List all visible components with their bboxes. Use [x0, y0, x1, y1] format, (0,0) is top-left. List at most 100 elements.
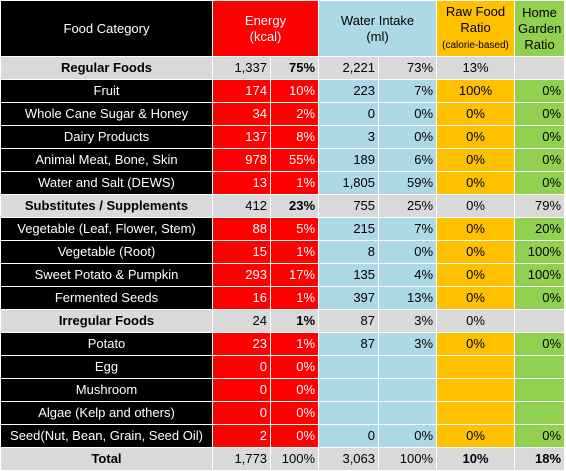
water-pct-cell: 25% [378, 194, 438, 218]
home-garden-ratio-cell: 20% [514, 217, 566, 241]
water-pct-cell: 3% [378, 332, 438, 356]
raw-food-ratio-cell: 0% [436, 194, 516, 218]
energy-kcal-cell: 137 [212, 125, 271, 149]
energy-kcal-cell: 174 [212, 79, 271, 103]
energy-pct-cell: 5% [269, 217, 320, 241]
header-water-unit: (ml) [366, 28, 389, 44]
raw-food-ratio-cell: 0% [436, 217, 516, 241]
header-energy: Energy (kcal) [211, 0, 320, 57]
food-category-cell: Egg [0, 355, 213, 379]
energy-pct-cell: 1% [269, 286, 320, 310]
energy-kcal-cell: 2 [212, 424, 271, 448]
food-category-cell: Regular Foods [0, 56, 213, 80]
raw-food-ratio-cell: 0% [436, 171, 516, 195]
water-pct-cell: 0% [378, 125, 438, 149]
water-ml-cell: 189 [318, 148, 380, 172]
water-pct-cell: 13% [378, 286, 438, 310]
energy-kcal-cell: 0 [212, 355, 271, 379]
water-pct-cell: 0% [378, 102, 438, 126]
energy-kcal-cell: 978 [212, 148, 271, 172]
water-pct-cell: 73% [378, 56, 438, 80]
group-row: Irregular Foods 24 1% 87 3% 0% [0, 309, 566, 333]
total-kcal-pct-cell: 100% [269, 447, 320, 471]
table-row: Water and Salt (DEWS) 13 1% 1,805 59% 0% 0% [0, 171, 566, 195]
water-ml-cell [318, 355, 380, 379]
food-category-cell: Water and Salt (DEWS) [0, 171, 213, 195]
total-row: Total 1,773 100% 3,063 100% 10% 18% [0, 447, 566, 471]
home-garden-ratio-cell: 0% [514, 79, 566, 103]
energy-kcal-cell: 24 [212, 309, 271, 333]
raw-food-ratio-cell: 0% [436, 148, 516, 172]
group-row: Substitutes / Supplements 412 23% 755 25% 0% 7… [0, 194, 566, 218]
total-raw-food-cell: 10% [436, 447, 516, 471]
water-ml-cell: 87 [318, 309, 380, 333]
header-home-garden: Home Garden Ratio [514, 0, 566, 57]
table-row: Whole Cane Sugar & Honey 34 2% 0 0% 0% 0% [0, 102, 566, 126]
water-ml-cell: 135 [318, 263, 380, 287]
header-water: Water Intake (ml) [318, 0, 438, 57]
energy-pct-cell: 75% [269, 56, 320, 80]
water-pct-cell [378, 378, 438, 402]
energy-pct-cell: 1% [269, 171, 320, 195]
energy-pct-cell: 17% [269, 263, 320, 287]
water-pct-cell: 6% [378, 148, 438, 172]
raw-food-ratio-cell [436, 378, 516, 402]
total-label-cell: Total [0, 447, 213, 471]
raw-food-ratio-cell: 0% [436, 102, 516, 126]
energy-pct-cell: 1% [269, 309, 320, 333]
header-row: Food Category Energy (kcal) Water Intake(… [0, 0, 566, 57]
home-garden-ratio-cell: 100% [514, 263, 566, 287]
raw-food-ratio-cell: 0% [436, 263, 516, 287]
water-ml-cell: 223 [318, 79, 380, 103]
total-ml-cell: 3,063 [318, 447, 380, 471]
raw-food-ratio-cell: 0% [436, 240, 516, 264]
energy-kcal-cell: 15 [212, 240, 271, 264]
water-ml-cell: 1,805 [318, 171, 380, 195]
home-garden-ratio-cell: 0% [514, 286, 566, 310]
food-category-cell: Substitutes / Supplements [0, 194, 213, 218]
table-row: Fruit 174 10% 223 7% 100% 0% [0, 79, 566, 103]
total-home-garden-cell: 18% [514, 447, 566, 471]
table-row: Algae (Kelp and others) 0 0% [0, 401, 566, 425]
water-ml-cell: 2,221 [318, 56, 380, 80]
header-raw-food-note: (calorie-based) [442, 39, 509, 51]
food-category-cell: Fermented Seeds [0, 286, 213, 310]
header-food-category: Food Category [0, 0, 213, 57]
header-energy-unit: (kcal) [249, 28, 282, 44]
energy-pct-cell: 8% [269, 125, 320, 149]
home-garden-ratio-cell: 100% [514, 240, 566, 264]
raw-food-ratio-cell: 100% [436, 79, 516, 103]
table-row: Mushroom 0 0% [0, 378, 566, 402]
raw-food-ratio-cell: 0% [436, 286, 516, 310]
energy-kcal-cell: 16 [212, 286, 271, 310]
energy-pct-cell: 0% [269, 401, 320, 425]
water-ml-cell [318, 378, 380, 402]
table-row: Seed(Nut, Bean, Grain, Seed Oil) 2 0% 0 0% 0%… [0, 424, 566, 448]
home-garden-ratio-cell [514, 56, 566, 80]
home-garden-ratio-cell: 79% [514, 194, 566, 218]
raw-food-ratio-cell: 0% [436, 125, 516, 149]
home-garden-ratio-cell [514, 401, 566, 425]
energy-kcal-cell: 1,337 [212, 56, 271, 80]
home-garden-ratio-cell [514, 378, 566, 402]
energy-pct-cell: 55% [269, 148, 320, 172]
home-garden-ratio-cell: 0% [514, 424, 566, 448]
food-category-cell: Animal Meat, Bone, Skin [0, 148, 213, 172]
header-raw-food-label: Raw Food Ratio [445, 3, 506, 35]
water-pct-cell: 0% [378, 240, 438, 264]
energy-kcal-cell: 293 [212, 263, 271, 287]
energy-pct-cell: 1% [269, 332, 320, 356]
water-pct-cell [378, 355, 438, 379]
water-pct-cell: 7% [378, 217, 438, 241]
raw-food-ratio-cell: 13% [436, 56, 516, 80]
table-row: Vegetable (Leaf, Flower, Stem) 88 5% 215 7% 0… [0, 217, 566, 241]
energy-kcal-cell: 23 [212, 332, 271, 356]
table-row: Fermented Seeds 16 1% 397 13% 0% 0% [0, 286, 566, 310]
header-water-label: Water Intake [340, 12, 415, 28]
food-category-cell: Vegetable (Leaf, Flower, Stem) [0, 217, 213, 241]
water-pct-cell: 7% [378, 79, 438, 103]
raw-food-ratio-cell: 0% [436, 332, 516, 356]
water-ml-cell [318, 401, 380, 425]
group-row: Regular Foods 1,337 75% 2,221 73% 13% [0, 56, 566, 80]
